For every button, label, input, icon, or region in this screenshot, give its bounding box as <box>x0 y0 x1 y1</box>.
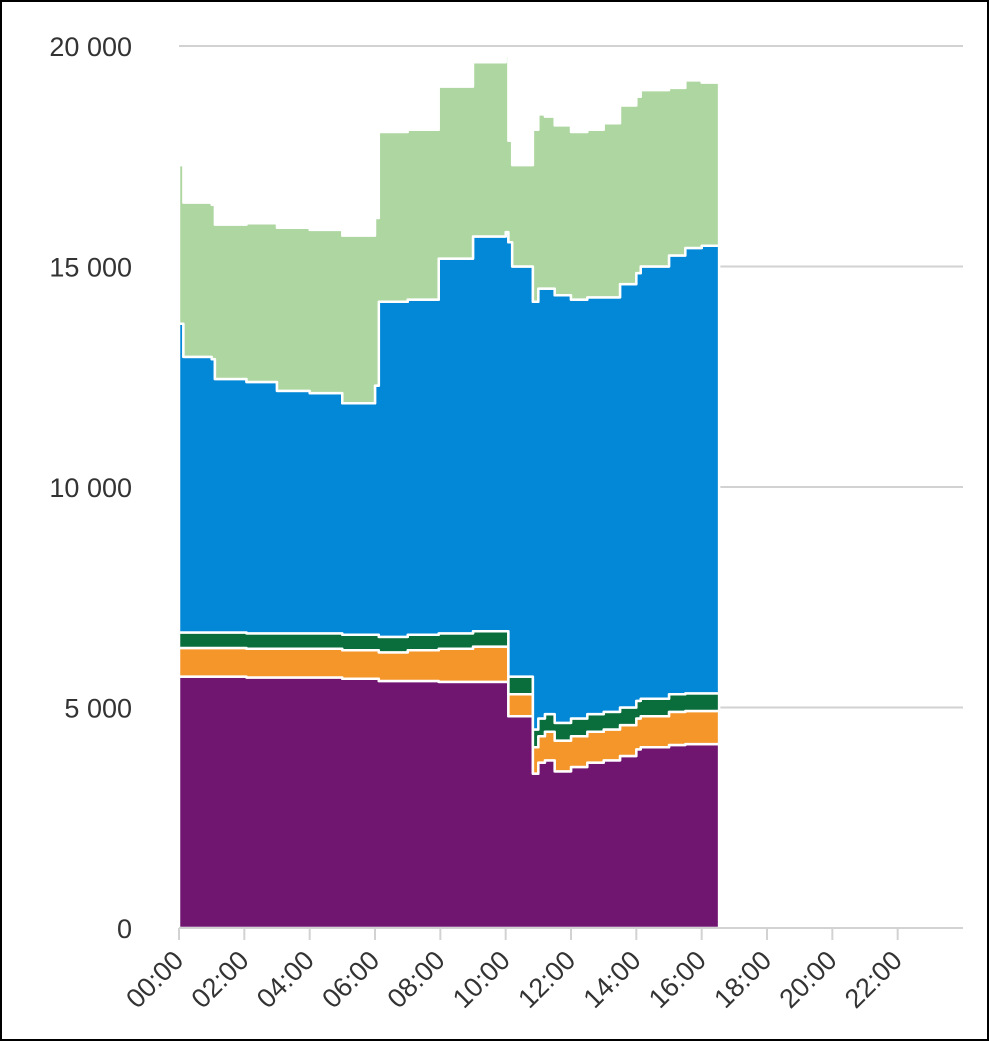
y-tick-label: 10 000 <box>49 473 132 503</box>
area-series-5 <box>177 54 721 405</box>
y-tick-label: 15 000 <box>49 253 132 283</box>
y-tick-label: 20 000 <box>49 32 132 62</box>
x-tick-label: 18:00 <box>708 945 777 1014</box>
x-axis <box>178 927 963 940</box>
x-tick-label: 04:00 <box>251 945 320 1014</box>
x-tick-label: 02:00 <box>186 945 255 1014</box>
x-tick-label: 00:00 <box>120 945 189 1014</box>
x-tick-label: 14:00 <box>578 945 647 1014</box>
area-series <box>177 54 721 930</box>
x-tick-label: 08:00 <box>382 945 451 1014</box>
x-tick-label: 16:00 <box>643 945 712 1014</box>
x-tick-label: 10:00 <box>447 945 516 1014</box>
x-tick-label: 12:00 <box>512 945 581 1014</box>
x-tick-label: 06:00 <box>316 945 385 1014</box>
y-tick-label: 5 000 <box>64 694 132 724</box>
x-tick-label: 22:00 <box>839 945 908 1014</box>
y-tick-label: 0 <box>117 914 132 944</box>
x-tick-label: 20:00 <box>774 945 843 1014</box>
